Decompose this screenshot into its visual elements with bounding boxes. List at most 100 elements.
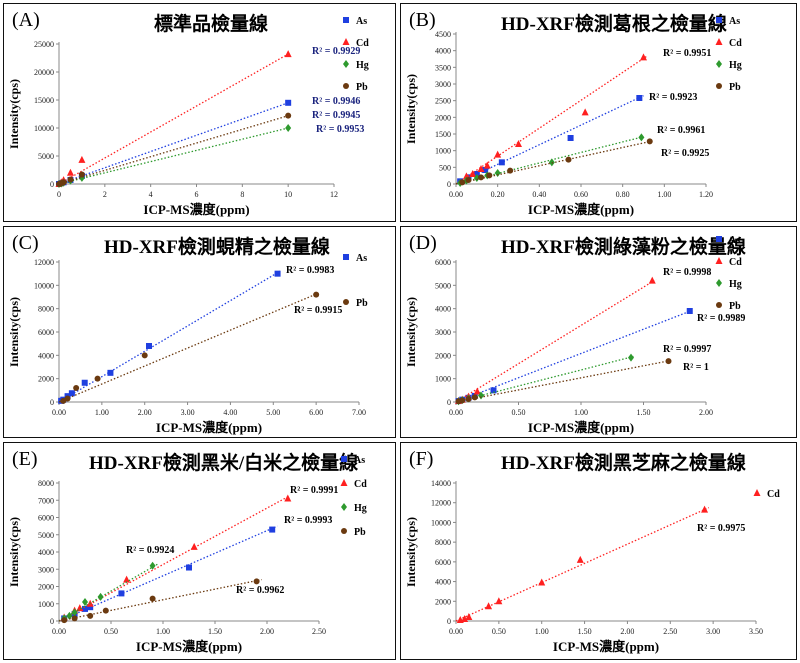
- legend-marker: [715, 38, 723, 45]
- x-axis-title: ICP-MS濃度(ppm): [156, 420, 262, 435]
- data-point: [478, 391, 484, 400]
- x-tick-label: 0.60: [574, 190, 588, 199]
- data-point: [576, 555, 584, 563]
- y-axis-title: Intensity(cps): [7, 297, 21, 367]
- y-tick-label: 7000: [38, 496, 54, 505]
- series-group: [58, 269, 283, 404]
- trendline: [455, 309, 694, 403]
- x-tick-label: 1.20: [699, 190, 713, 199]
- r-squared-label: R² = 0.9983: [286, 265, 334, 276]
- x-tick-label: 0: [57, 190, 61, 199]
- x-axis-title: ICP-MS濃度(ppm): [136, 639, 242, 654]
- r-squared-label: R² = 1: [683, 362, 709, 373]
- x-tick-label: 0.20: [491, 190, 505, 199]
- data-point: [66, 611, 73, 620]
- trendline: [455, 507, 710, 622]
- y-tick-label: 0: [50, 180, 54, 189]
- y-tick-label: 10000: [34, 281, 54, 290]
- data-point: [581, 108, 589, 116]
- chart-svg: 0.00 0.50 1.00 1.50 2.00 2.50 0 1000 2000 3000 400…: [7, 455, 367, 654]
- legend-label: Hg: [729, 60, 742, 71]
- data-point: [486, 172, 493, 179]
- trendline: [58, 578, 262, 622]
- data-point: [118, 590, 125, 597]
- y-tick-label: 4000: [38, 351, 54, 360]
- data-point: [68, 390, 75, 397]
- r-squared-label: R² = 0.9962: [236, 585, 284, 596]
- data-point: [146, 343, 152, 349]
- x-tick-label: 3.50: [749, 627, 763, 636]
- data-point: [313, 291, 320, 298]
- x-tick-label: 2.00: [138, 408, 152, 417]
- data-point: [284, 494, 292, 502]
- y-tick-label: 20000: [34, 68, 54, 77]
- legend-marker: [716, 17, 722, 23]
- legend-label: Pb: [354, 527, 366, 538]
- trendline: [58, 102, 289, 185]
- y-tick-label: 3000: [435, 80, 451, 89]
- series-group: [56, 124, 292, 188]
- data-point: [81, 379, 88, 386]
- y-tick-label: 10000: [34, 124, 54, 133]
- y-tick-label: 2000: [38, 583, 54, 592]
- x-tick-label: 6: [195, 190, 199, 199]
- legend-label: As: [356, 253, 367, 264]
- r-squared-label: R² = 0.9951: [663, 48, 711, 59]
- y-tick-label: 1000: [435, 375, 451, 384]
- trendline: [58, 525, 278, 622]
- chart-panel: (E) HD-XRF檢測黑米/白米之檢量線 0.00 0.50 1.00 1.50 2.00…: [3, 442, 396, 660]
- y-tick-label: 2000: [435, 351, 451, 360]
- legend-label: Hg: [356, 60, 369, 71]
- r-squared-label: R² = 0.9991: [290, 485, 338, 496]
- chart-title: HD-XRF檢測黑米/白米之檢量線: [89, 453, 359, 474]
- x-tick-label: 2.00: [620, 627, 634, 636]
- legend-label: Pb: [729, 301, 741, 312]
- series-group: [58, 578, 262, 624]
- x-tick-label: 12: [330, 190, 338, 199]
- x-tick-label: 2: [103, 190, 107, 199]
- legend-label: As: [354, 455, 365, 466]
- data-point: [285, 99, 292, 106]
- y-tick-label: 4000: [435, 578, 451, 587]
- trendline: [455, 355, 634, 403]
- legend-marker: [716, 236, 722, 242]
- chart-svg: 0.00 0.20 0.40 0.60 0.80 1.00 1.20 0 500 1000 1500…: [404, 16, 742, 217]
- y-tick-label: 0: [447, 398, 451, 407]
- data-point: [285, 124, 292, 132]
- y-tick-label: 4000: [435, 47, 451, 56]
- y-tick-label: 3500: [435, 63, 451, 72]
- legend-marker: [343, 299, 349, 305]
- series-group: [455, 276, 657, 404]
- series-group: [455, 133, 645, 187]
- legend-marker: [343, 60, 349, 68]
- y-tick-label: 1500: [435, 130, 451, 139]
- series-group: [455, 353, 634, 406]
- chart-svg: 0 2 4 6 8 10 12 0 5000 10000 15000 20000 25000 ICP-MS…: [7, 16, 369, 217]
- legend-marker: [341, 528, 347, 534]
- y-tick-label: 6000: [38, 328, 54, 337]
- data-point: [107, 369, 114, 376]
- data-point: [186, 564, 192, 571]
- y-axis-title: Intensity(cps): [404, 74, 418, 144]
- y-tick-label: 0: [447, 180, 451, 189]
- x-tick-label: 0.00: [449, 190, 463, 199]
- data-point: [473, 387, 481, 395]
- trendline: [58, 496, 289, 622]
- x-tick-label: 0.80: [616, 190, 630, 199]
- r-squared-label: R² = 0.9975: [697, 523, 745, 534]
- data-point: [473, 174, 480, 182]
- legend-marker: [716, 302, 722, 308]
- r-squared-label: R² = 0.9961: [657, 125, 705, 136]
- r-squared-label: R² = 0.9993: [284, 515, 332, 526]
- legend-label: Cd: [354, 479, 367, 490]
- x-tick-label: 1.00: [574, 408, 588, 417]
- data-point: [636, 95, 643, 101]
- trendline: [455, 278, 657, 403]
- x-tick-label: 2.00: [699, 408, 713, 417]
- chart-panel: (A) 標準品檢量線 0 2 4 6 8 10 12 0 5000 10000 15000 20000 25…: [3, 3, 396, 222]
- data-point: [686, 308, 693, 314]
- x-tick-label: 1.00: [657, 190, 671, 199]
- y-tick-label: 6000: [435, 558, 451, 567]
- x-tick-label: 0.50: [104, 627, 118, 636]
- series-group: [58, 561, 159, 623]
